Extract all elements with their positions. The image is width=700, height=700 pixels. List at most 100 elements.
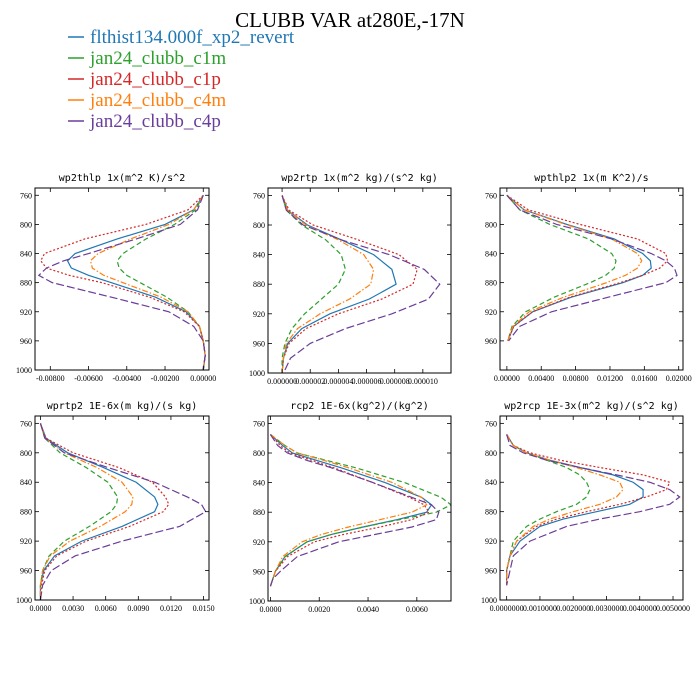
y-tick-label: 1000 <box>481 596 497 605</box>
x-tick-label: 0.0040000 <box>623 604 657 613</box>
x-tick-label: 0.01600 <box>631 374 657 383</box>
plot-frame <box>267 187 452 374</box>
y-tick-label: 920 <box>485 537 497 546</box>
y-tick-label: 800 <box>20 449 32 458</box>
x-tick-label: 0.00000 <box>190 374 216 383</box>
series-line-2 <box>281 195 418 373</box>
panel-title: wp2rcp 1E-3x(m^2 kg)/(s^2 kg) <box>504 401 679 412</box>
series-line-1 <box>116 195 206 370</box>
x-tick-label: 0.00400 <box>528 374 554 383</box>
y-tick-label: 840 <box>485 478 497 487</box>
x-tick-label: 0.000004 <box>323 377 353 386</box>
y-tick-label: 760 <box>253 419 265 428</box>
x-tick-label: 0.0030 <box>62 604 84 613</box>
series-line-1 <box>281 195 347 373</box>
legend-label-4: jan24_clubb_c4p <box>89 111 221 132</box>
series-line-0 <box>506 434 644 586</box>
x-tick-label: -0.00800 <box>36 374 65 383</box>
plot-frame <box>499 415 684 601</box>
y-tick-label: 800 <box>485 220 497 229</box>
series-line-3 <box>506 434 624 586</box>
y-tick-label: 800 <box>20 220 32 229</box>
x-tick-label: 0.000010 <box>408 377 438 386</box>
legend-label-2: jan24_clubb_c1p <box>89 69 221 90</box>
y-tick-label: 920 <box>20 308 32 317</box>
x-tick-label: 0.0050000 <box>656 604 690 613</box>
y-tick-label: 760 <box>253 191 265 200</box>
series-line-3 <box>89 194 206 370</box>
panel-2: wpthlp2 1x(m K^2)/s 0.00000 0.00400 0.00800… <box>485 173 692 383</box>
x-tick-label: 0.0060 <box>406 605 428 614</box>
series-line-4 <box>506 434 681 586</box>
panel-3: wprtp2 1E-6x(m kg)/(s kg) 0.0000 0.0030 0.0… <box>16 401 215 613</box>
plot-frame <box>499 187 684 371</box>
y-tick-label: 960 <box>253 339 265 348</box>
y-tick-label: 880 <box>485 279 497 288</box>
series-line-2 <box>40 194 206 370</box>
x-tick-label: 0.000000 <box>267 377 297 386</box>
series-line-4 <box>269 434 440 587</box>
y-tick-label: 840 <box>485 250 497 259</box>
x-tick-label: 0.0010000 <box>523 604 557 613</box>
y-tick-label: 840 <box>253 251 265 260</box>
series-line-0 <box>506 194 652 342</box>
plot-frame <box>34 187 210 371</box>
x-tick-label: 0.0120 <box>160 604 182 613</box>
y-tick-label: 800 <box>253 221 265 230</box>
y-tick-label: 1000 <box>249 597 265 606</box>
plot-frame <box>34 415 210 601</box>
series-line-3 <box>269 434 428 587</box>
y-tick-label: 880 <box>20 279 32 288</box>
y-tick-label: 960 <box>485 567 497 576</box>
y-tick-label: 760 <box>20 191 32 200</box>
y-tick-label: 1000 <box>16 366 32 375</box>
y-tick-label: 880 <box>253 508 265 517</box>
y-tick-label: 1000 <box>249 369 265 378</box>
y-tick-label: 840 <box>20 250 32 259</box>
y-tick-label: 800 <box>253 449 265 458</box>
plot-frame <box>267 415 452 602</box>
series-line-4 <box>506 194 678 342</box>
x-tick-label: -0.00200 <box>151 374 180 383</box>
y-tick-label: 800 <box>485 449 497 458</box>
x-tick-label: 0.000002 <box>295 377 325 386</box>
y-tick-label: 960 <box>253 567 265 576</box>
y-tick-label: 880 <box>253 280 265 289</box>
x-tick-label: 0.00000 <box>494 374 520 383</box>
x-tick-label: 0.0000 <box>259 605 281 614</box>
y-tick-label: 840 <box>253 479 265 488</box>
y-tick-label: 920 <box>253 310 265 319</box>
y-tick-label: 760 <box>485 191 497 200</box>
x-tick-label: 0.0030000 <box>589 604 623 613</box>
y-tick-label: 880 <box>20 508 32 517</box>
x-tick-label: 0.0000 <box>29 604 51 613</box>
y-tick-label: 840 <box>20 478 32 487</box>
x-tick-label: 0.000008 <box>380 377 410 386</box>
series-line-1 <box>39 423 119 600</box>
x-tick-label: 0.0040 <box>357 605 379 614</box>
series-line-1 <box>269 434 451 587</box>
y-tick-label: 880 <box>485 508 497 517</box>
legend: flthist134.000f_xp2_revertjan24_clubb_c1… <box>68 27 295 132</box>
series-line-0 <box>269 434 433 587</box>
panel-title: wp2thlp 1x(m^2 K)/s^2 <box>59 173 185 184</box>
panels: wp2thlp 1x(m^2 K)/s^2 -0.00800 -0.00600 -0.… <box>16 173 692 614</box>
x-tick-label: 0.000006 <box>352 377 382 386</box>
y-tick-label: 960 <box>485 337 497 346</box>
panel-title: wp2rtp 1x(m^2 kg)/(s^2 kg) <box>281 173 438 184</box>
x-tick-label: 0.0090 <box>127 604 149 613</box>
x-tick-label: 0.00800 <box>563 374 589 383</box>
panel-1: wp2rtp 1x(m^2 kg)/(s^2 kg)0.0000000.0000… <box>249 173 452 386</box>
series-line-2 <box>506 194 669 342</box>
x-tick-label: -0.00600 <box>74 374 103 383</box>
x-tick-label: -0.00400 <box>112 374 141 383</box>
panel-4: rcp2 1E-6x(kg^2)/(kg^2) 0.0000 0.0020 0.004… <box>249 401 452 614</box>
y-tick-label: 920 <box>485 308 497 317</box>
y-tick-label: 760 <box>485 419 497 428</box>
legend-label-3: jan24_clubb_c4m <box>89 90 226 111</box>
y-tick-label: 920 <box>20 537 32 546</box>
y-tick-label: 960 <box>20 337 32 346</box>
legend-label-1: jan24_clubb_c1m <box>89 48 226 69</box>
series-line-3 <box>39 423 134 600</box>
figure-title: CLUBB VAR at280E,-17N <box>235 8 465 32</box>
